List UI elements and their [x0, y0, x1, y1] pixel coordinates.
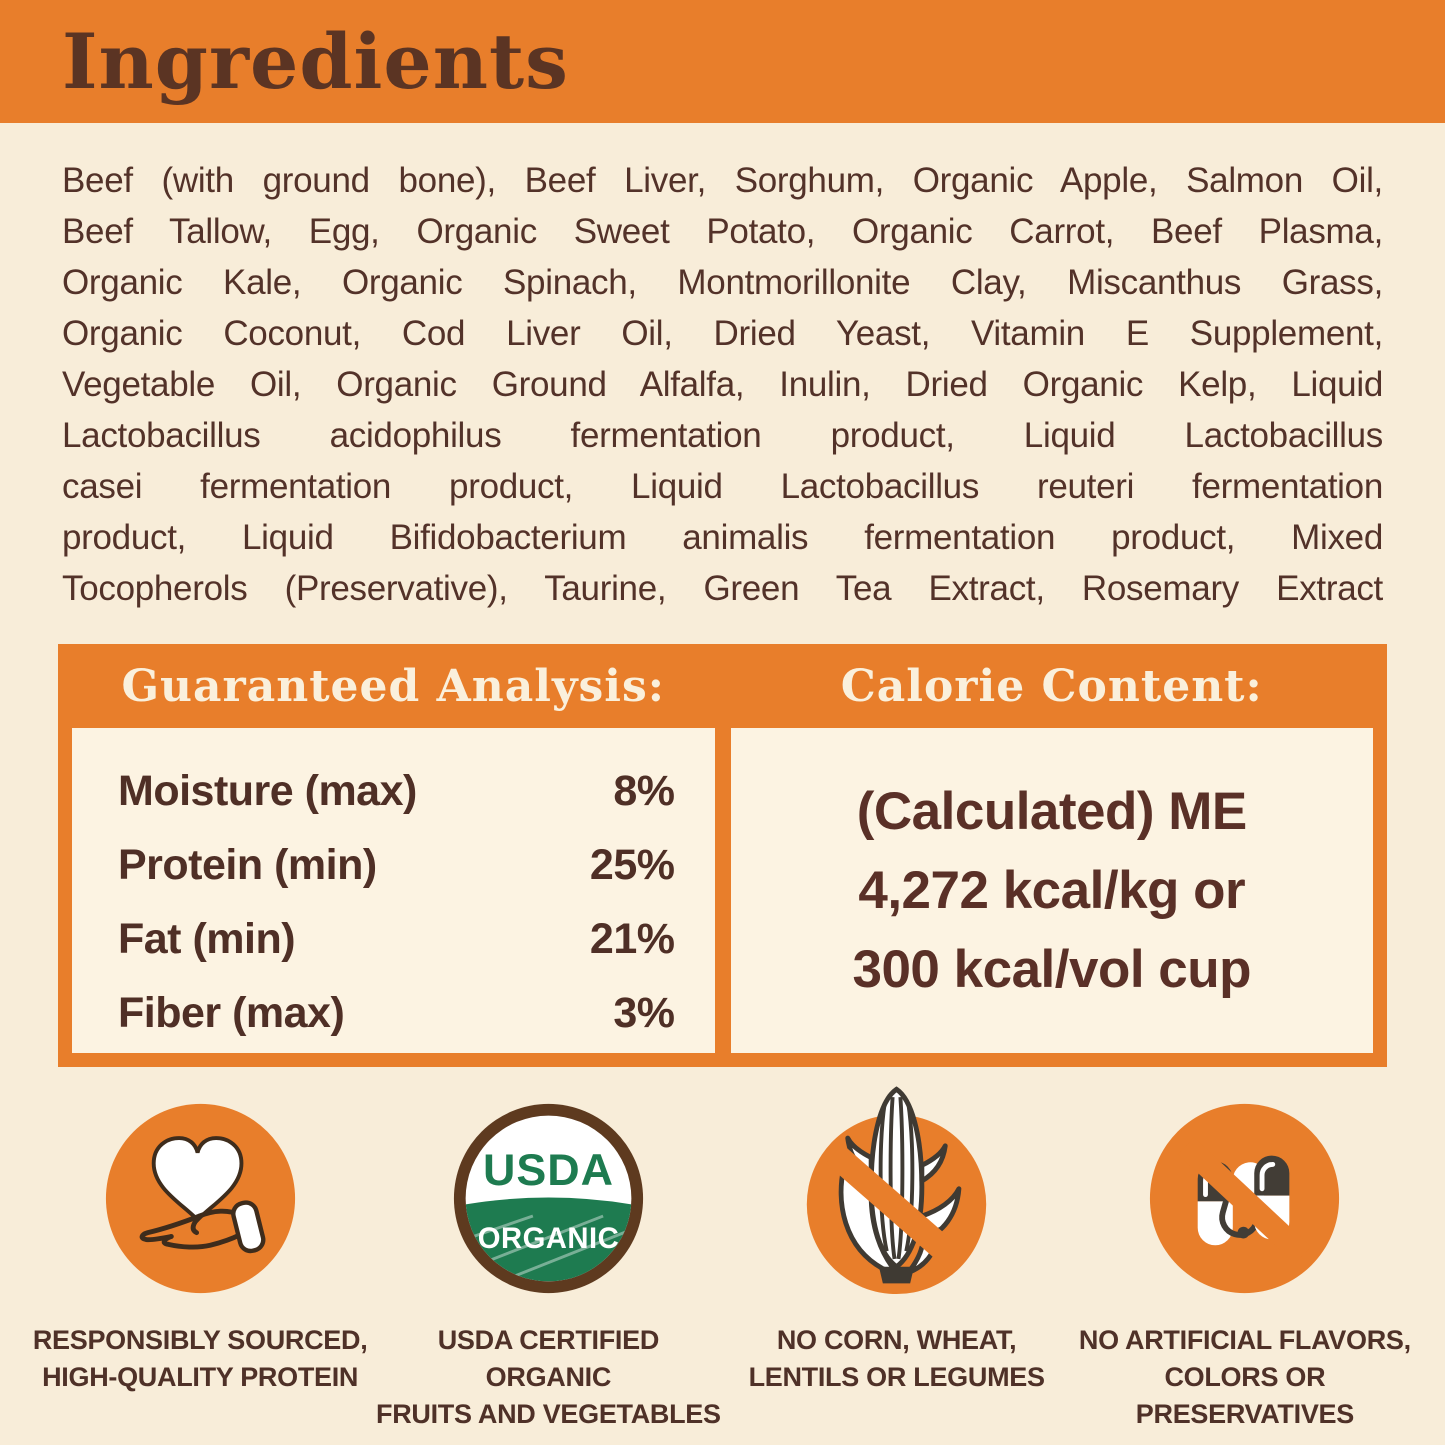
table-row: Fiber (max) 3% — [118, 976, 675, 1050]
nutrient-label: Fiber (max) — [118, 988, 345, 1037]
guaranteed-analysis-title: Guaranteed Analysis: — [121, 660, 666, 712]
calorie-content-title: Calorie Content: — [840, 660, 1263, 712]
calorie-line: 4,272 kcal/kg or — [858, 861, 1246, 920]
calorie-content-panel: Calorie Content: (Calculated) ME 4,272 k… — [730, 644, 1373, 1053]
ingredients-line: Organic Coconut, Cod Liver Oil, Dried Ye… — [62, 314, 1383, 353]
nutrient-value: 3% — [613, 988, 675, 1037]
badge-caption: USDA CERTIFIED ORGANIC FRUITS AND VEGETA… — [374, 1322, 722, 1433]
badge-caption: NO ARTIFICIAL FLAVORS, COLORS OR PRESERV… — [1071, 1322, 1419, 1433]
caption-line: LENTILS OR LEGUMES — [748, 1362, 1045, 1392]
no-corn-icon — [806, 1086, 987, 1295]
badge-caption: NO CORN, WHEAT, LENTILS OR LEGUMES — [749, 1322, 1045, 1396]
guaranteed-analysis-panel: Guaranteed Analysis: Moisture (max) 8% P… — [72, 644, 715, 1053]
nutrient-label: Moisture (max) — [118, 766, 417, 815]
calorie-line: (Calculated) ME — [856, 782, 1248, 841]
ingredients-line: Organic Kale, Organic Spinach, Montmoril… — [62, 263, 1383, 302]
usda-seal-text-bottom: ORGANIC — [478, 1223, 620, 1255]
no-pills-icon — [1150, 1103, 1340, 1294]
ingredients-line: Vegetable Oil, Organic Ground Alfalfa, I… — [62, 365, 1383, 404]
caption-line: COLORS OR PRESERVATIVES — [1135, 1362, 1354, 1429]
table-row: Protein (min) 25% — [118, 828, 675, 902]
feature-badges: RESPONSIBLY SOURCED, HIGH-QUALITY PROTEI… — [26, 1086, 1419, 1433]
usda-seal-text-top: USDA — [483, 1144, 614, 1195]
caption-line: USDA CERTIFIED ORGANIC — [437, 1325, 660, 1392]
ingredients-line: casei fermentation product, Liquid Lacto… — [62, 467, 1383, 506]
ingredients-banner: Ingredients — [0, 0, 1445, 123]
table-row: Moisture (max) 8% — [118, 754, 675, 828]
nutrient-label: Protein (min) — [118, 840, 377, 889]
table-row: Fat (min) 21% — [118, 902, 675, 976]
caption-line: HIGH-QUALITY PROTEIN — [42, 1362, 359, 1392]
caption-line: RESPONSIBLY SOURCED, — [32, 1325, 368, 1355]
nutrient-label: Fat (min) — [118, 914, 296, 963]
badge-responsibly-sourced: RESPONSIBLY SOURCED, HIGH-QUALITY PROTEI… — [26, 1101, 374, 1433]
badge-no-artificial: NO ARTIFICIAL FLAVORS, COLORS OR PRESERV… — [1071, 1101, 1419, 1433]
nutrient-value: 25% — [589, 840, 675, 889]
ingredients-line: product, Liquid Bifidobacterium animalis… — [62, 518, 1383, 557]
nutrient-value: 8% — [613, 766, 675, 815]
page-title: Ingredients — [62, 17, 569, 106]
ingredients-line: Beef Tallow, Egg, Organic Sweet Potato, … — [62, 212, 1383, 251]
badge-no-corn: NO CORN, WHEAT, LENTILS OR LEGUMES — [723, 1086, 1071, 1433]
calorie-line: 300 kcal/vol cup — [852, 940, 1252, 999]
badge-caption: RESPONSIBLY SOURCED, HIGH-QUALITY PROTEI… — [33, 1322, 368, 1396]
ingredients-list: Beef (with ground bone), Beef Liver, Sor… — [62, 155, 1383, 614]
ingredients-line: Lactobacillus acidophilus fermentation p… — [62, 416, 1383, 455]
info-panels: Guaranteed Analysis: Moisture (max) 8% P… — [58, 644, 1387, 1067]
heart-in-hand-icon — [105, 1103, 295, 1294]
nutrient-value: 21% — [589, 914, 675, 963]
guaranteed-analysis-table: Moisture (max) 8% Protein (min) 25% Fat … — [72, 728, 715, 1053]
usda-organic-seal: USDA ORGANIC — [453, 1103, 643, 1294]
calorie-content-body: (Calculated) ME 4,272 kcal/kg or 300 kca… — [730, 728, 1373, 1053]
badge-usda-organic: USDA ORGANIC USDA CERTIFIED ORGANIC FRUI… — [374, 1101, 722, 1433]
caption-line: NO ARTIFICIAL FLAVORS, — [1078, 1325, 1411, 1355]
ingredients-line: Beef (with ground bone), Beef Liver, Sor… — [62, 161, 1383, 200]
caption-line: NO CORN, WHEAT, — [776, 1325, 1017, 1355]
caption-line: FRUITS AND VEGETABLES — [376, 1399, 721, 1429]
ingredients-line: Tocopherols (Preservative), Taurine, Gre… — [62, 569, 1383, 608]
